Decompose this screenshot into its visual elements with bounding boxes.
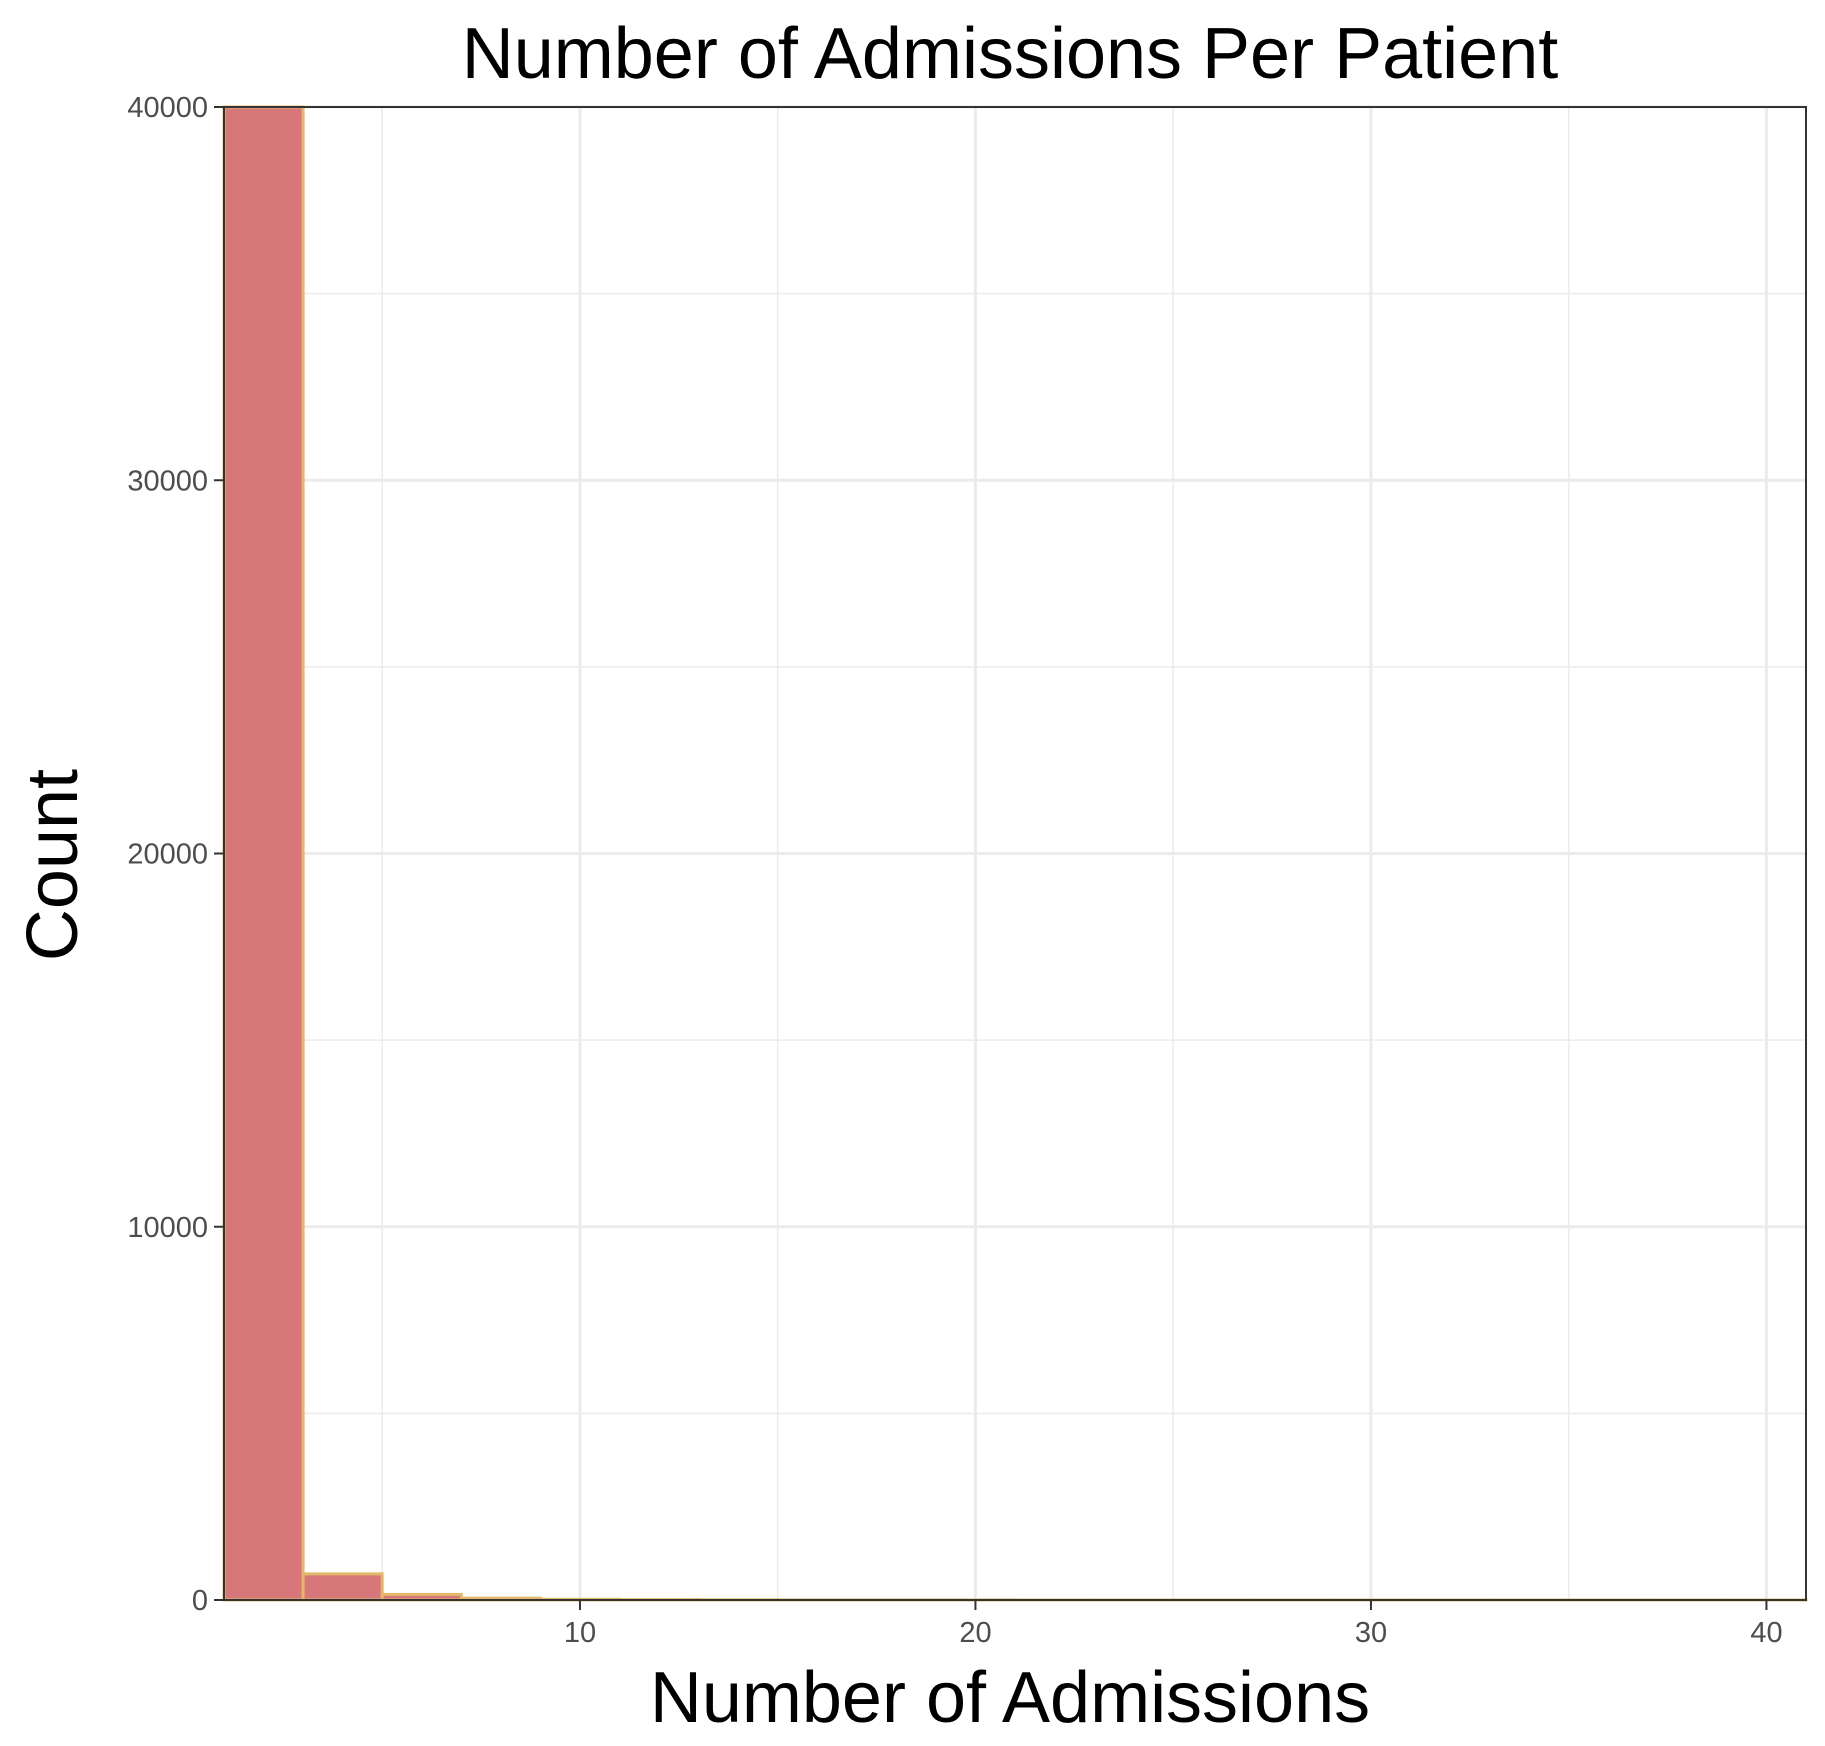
- x-tick-label: 20: [959, 1617, 991, 1649]
- grid-lines: [224, 105, 1806, 1602]
- x-tick-label: 40: [1750, 1617, 1782, 1649]
- y-tick-label: 30000: [127, 465, 208, 497]
- histogram-bar: [301, 1572, 384, 1602]
- y-tick-label: 20000: [127, 839, 208, 871]
- y-tick-label: 0: [192, 1585, 208, 1617]
- y-tick-label: 40000: [127, 92, 208, 124]
- histogram-bars: [222, 105, 1808, 1602]
- axis-ticks: 0 10000 20000 30000 40000 10 20 30 40: [127, 92, 1782, 1649]
- histogram-bar: [222, 105, 305, 1602]
- x-tick-label: 10: [564, 1617, 596, 1649]
- y-axis-label: Count: [13, 769, 93, 961]
- x-tick-label: 30: [1355, 1617, 1387, 1649]
- y-tick-label: 10000: [127, 1212, 208, 1244]
- x-axis-label: Number of Admissions: [650, 1658, 1370, 1738]
- chart-title: Number of Admissions Per Patient: [462, 14, 1559, 94]
